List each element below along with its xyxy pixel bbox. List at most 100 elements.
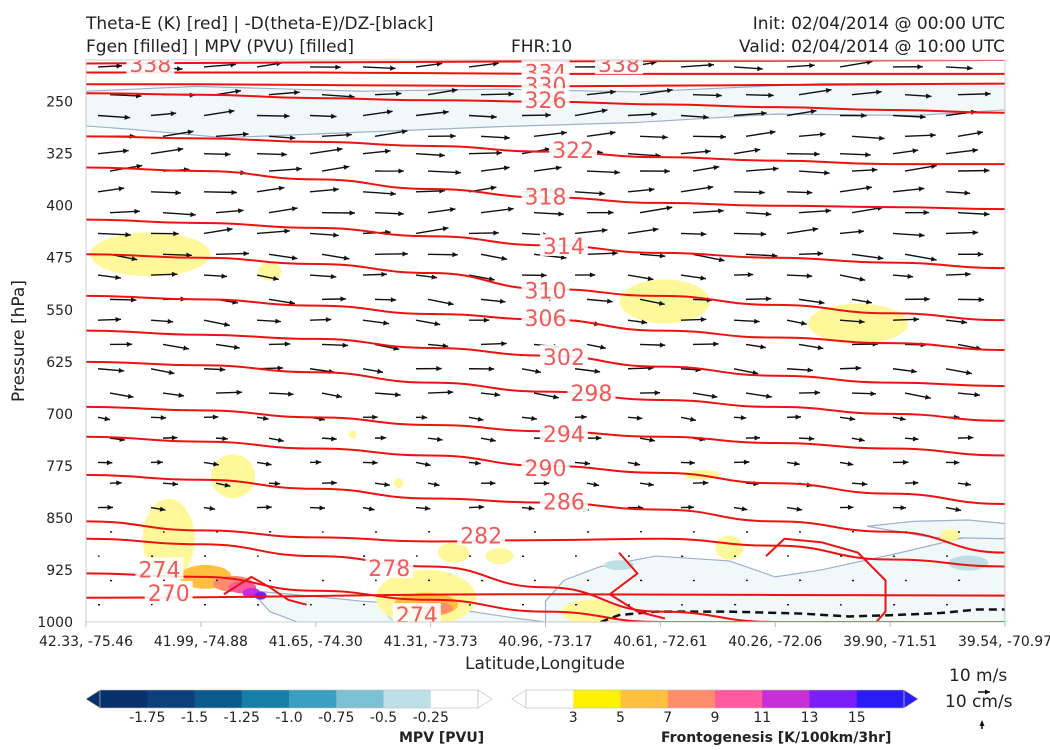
vector-head [700, 316, 707, 323]
theta-e-label: 310 [525, 279, 567, 304]
vector-head [288, 391, 294, 397]
colorbar-tick-label: 15 [848, 710, 866, 726]
vector-head [818, 299, 825, 305]
theta-e-label: 326 [525, 89, 567, 114]
vector-head [491, 114, 497, 120]
vector-head [911, 368, 917, 374]
vector-head [718, 208, 724, 214]
vector-head [878, 135, 885, 141]
vector-head [761, 110, 767, 117]
vector-head [609, 130, 616, 136]
reference-vector-vertical-head [979, 720, 985, 726]
vector-head [236, 389, 243, 395]
vector-head [601, 227, 608, 234]
vector-head [368, 506, 375, 512]
theta-e-contour [765, 537, 887, 622]
vector-head [689, 460, 695, 466]
vector-head [918, 186, 925, 192]
vector-head [130, 297, 137, 303]
valid-time: Valid: 02/04/2014 @ 10:00 UTC [739, 37, 1005, 57]
frontogenesis-region [437, 542, 470, 563]
vector-head [659, 342, 666, 348]
vector-head [700, 231, 707, 237]
vector-head [451, 88, 458, 94]
colorbar-swatch [383, 690, 432, 708]
vector-head [281, 151, 287, 157]
vector-head [172, 481, 178, 487]
vector-head [859, 319, 865, 325]
vector-head [930, 163, 937, 170]
frontogenesis-colorbar-title: Frontogenesis [K/100km/3hr] [661, 730, 891, 746]
vector-head [543, 480, 550, 486]
vector-head [478, 504, 485, 510]
colorbar-swatch [856, 690, 905, 708]
vector-head [743, 459, 750, 465]
vector-head [654, 390, 661, 396]
colorbar-tick-label: -1.25 [224, 710, 260, 726]
vector-head [449, 207, 456, 213]
frontogenesis-region [90, 232, 211, 277]
vector-head [178, 392, 185, 398]
vector-head [118, 186, 125, 192]
colorbar-extension-max [477, 689, 493, 709]
vector-head [383, 320, 389, 326]
vector-head [262, 415, 269, 421]
vector-head [702, 480, 709, 486]
theta-e-label-bg [539, 344, 588, 367]
vector-head [289, 135, 296, 141]
x-axis: 42.33, -75.46 41.99, -74.88 41.65, -74.30 4… [39, 622, 1050, 650]
vector-head [492, 61, 499, 67]
theta-e-label: 322 [552, 139, 594, 164]
vector-head [278, 185, 285, 191]
mpv-colorbar: -1.75 -1.5 -1.25 -1.0 -0.75 -0.5 -0.25 [85, 689, 493, 726]
theta-e-label-bg [144, 580, 193, 603]
vector-head [648, 481, 654, 487]
theta-e-label-bg [126, 60, 175, 75]
vector-shaft [415, 227, 449, 235]
vector-head [800, 320, 807, 326]
vector-head [847, 504, 854, 510]
vertical-motion-zero-line [600, 608, 1005, 622]
vector-head [331, 436, 337, 442]
vector-head [167, 318, 174, 324]
vector-head [372, 414, 378, 420]
vector-head [858, 229, 864, 235]
vector-head [707, 185, 714, 191]
theta-e-contour [608, 551, 666, 620]
theta-e-label: 270 [148, 582, 190, 607]
vector-head [876, 89, 882, 95]
vector-head [768, 92, 774, 98]
y-tick-label: 475 [46, 251, 73, 267]
vector-head [503, 165, 510, 171]
vector-head [636, 415, 643, 421]
frontogenesis-colorbar: 3 5 7 9 11 13 15 [511, 689, 919, 726]
vector-head [741, 506, 748, 512]
theta-e-label-bg [521, 88, 570, 111]
vector-head [171, 435, 178, 441]
theta-e-label-bg [539, 421, 588, 444]
vector-head [912, 436, 919, 442]
vector-head [187, 129, 194, 135]
vector-head [965, 481, 971, 487]
theta-e-label: 274 [396, 604, 438, 629]
vector-head [134, 208, 140, 215]
vector-head [275, 318, 281, 324]
vector-head [752, 370, 759, 376]
colorbar-tick-label: 3 [569, 710, 578, 726]
vector-head [528, 505, 535, 511]
vector-head [265, 461, 272, 467]
vector-shaft [586, 170, 620, 174]
vector-shaft [639, 89, 673, 96]
vector-head [124, 114, 131, 120]
reference-vector-vertical-label: 10 cm/s [945, 692, 1013, 712]
vector-head [284, 341, 291, 347]
vector-shaft [256, 114, 290, 117]
vector-head [274, 480, 281, 487]
vector-shaft [215, 252, 250, 255]
mpv-region [544, 529, 1005, 622]
vector-head [398, 168, 404, 174]
vector-shaft [427, 170, 461, 174]
vector-head [716, 92, 722, 98]
vector-head [658, 300, 665, 306]
theta-e-label: 274 [139, 558, 181, 583]
